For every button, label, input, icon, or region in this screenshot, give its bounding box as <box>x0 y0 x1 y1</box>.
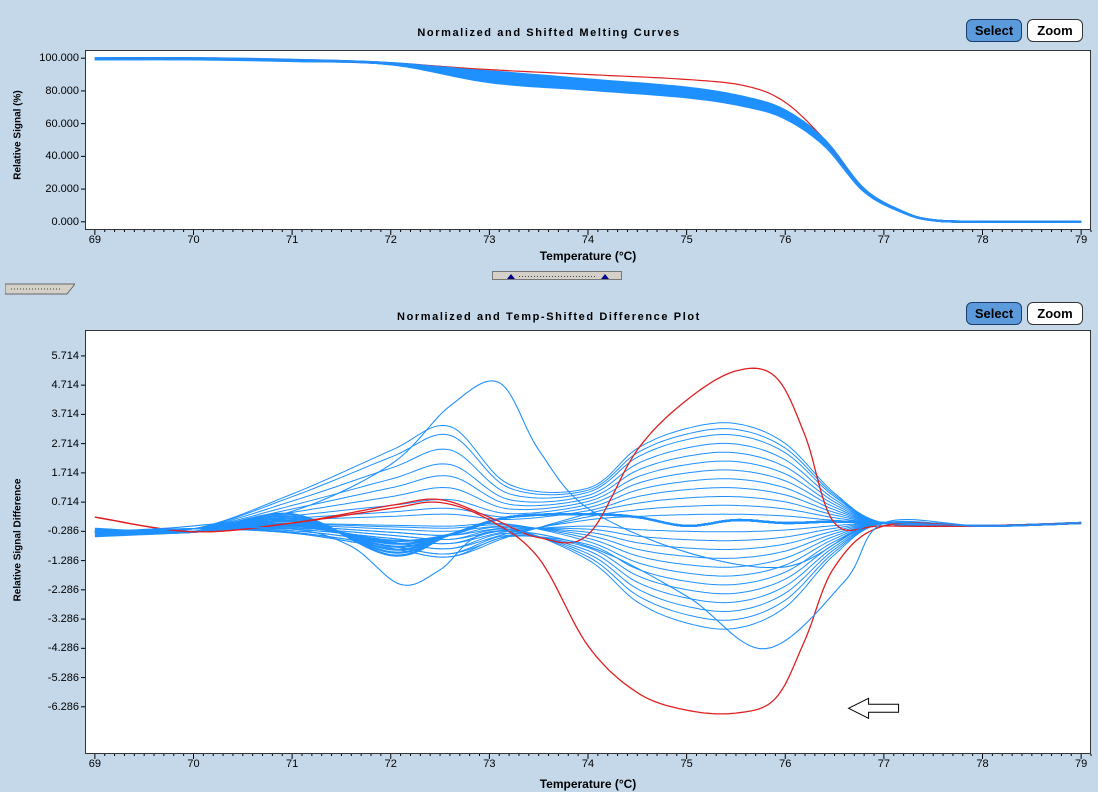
bottom-zoom-button[interactable]: Zoom <box>1027 302 1083 325</box>
y-tick-label: 0.000 <box>51 215 79 228</box>
x-tick-label: 79 <box>1075 758 1088 770</box>
y-tick-label: 0.714 <box>51 496 79 509</box>
y-tick-label: 60.000 <box>45 117 79 130</box>
x-tick-label: 77 <box>877 758 890 770</box>
top-chart-title: Normalized and Shifted Melting Curves <box>417 27 681 39</box>
x-tick-label: 78 <box>976 758 989 770</box>
difference-curve-line <box>94 520 1082 630</box>
x-tick-label: 69 <box>88 234 101 246</box>
y-tick-label: -3.286 <box>47 613 79 626</box>
panel-splitter-handle[interactable] <box>492 271 622 280</box>
x-tick-label: 73 <box>483 758 496 770</box>
difference-curve-line <box>94 434 1082 533</box>
bottom-chart-title: Normalized and Temp-Shifted Difference P… <box>397 311 701 323</box>
y-tick-label: -0.286 <box>47 525 79 538</box>
y-tick-label: 20.000 <box>45 183 79 196</box>
difference-curve-line <box>94 469 1082 533</box>
left-arrow-icon <box>847 697 900 720</box>
difference-curve-line <box>94 380 1082 569</box>
difference-curve-line <box>94 442 1082 533</box>
splitter-arrows-icon <box>507 274 609 279</box>
x-tick-label: 72 <box>384 758 397 770</box>
difference-curve-line <box>94 422 1082 533</box>
x-tick-label: 70 <box>187 234 200 246</box>
x-tick-label: 71 <box>285 234 299 246</box>
y-tick-label: -4.286 <box>47 642 79 655</box>
y-tick-label: 3.714 <box>51 408 79 421</box>
difference-curve-line <box>94 522 1082 577</box>
bottom-x-axis-label: Temperature (°C) <box>539 777 637 791</box>
y-tick-label: -2.286 <box>47 583 79 596</box>
x-tick-label: 72 <box>384 234 397 246</box>
y-tick-label: 2.714 <box>51 437 79 450</box>
x-tick-label: 70 <box>187 758 200 770</box>
difference-curve-line <box>94 521 1082 621</box>
y-tick-label: 100.000 <box>39 52 79 65</box>
top-x-axis-label: Temperature (°C) <box>539 249 637 263</box>
highlight-difference-curve-line <box>94 501 1082 715</box>
x-tick-label: 74 <box>581 758 595 770</box>
x-tick-label: 74 <box>581 234 595 246</box>
difference-curve-line <box>94 521 1082 595</box>
difference-curve-line <box>94 513 1082 550</box>
plot-series-group-1 <box>94 367 1082 715</box>
x-tick-label: 75 <box>680 758 693 770</box>
x-tick-label: 79 <box>1075 234 1088 246</box>
y-tick-label: 5.714 <box>51 349 79 362</box>
x-tick-label: 76 <box>779 234 792 246</box>
collapse-tab-icon[interactable] <box>5 283 75 295</box>
difference-curve-line <box>94 512 1082 557</box>
top-zoom-button[interactable]: Zoom <box>1027 19 1083 42</box>
x-tick-label: 77 <box>877 234 890 246</box>
difference-curve-line <box>94 460 1082 533</box>
melting-curve-line <box>94 57 1082 223</box>
melting-curve-line <box>94 57 1082 223</box>
y-tick-label: -5.286 <box>47 671 79 684</box>
x-tick-label: 69 <box>88 758 101 770</box>
y-tick-label: 4.714 <box>51 379 79 392</box>
top-select-button[interactable]: Select <box>966 19 1022 42</box>
difference-curve-line <box>94 451 1082 533</box>
y-tick-label: -6.286 <box>47 700 79 713</box>
bottom-select-button[interactable]: Select <box>966 302 1022 325</box>
x-tick-label: 78 <box>976 234 989 246</box>
plot-series-group-0 <box>94 56 1082 223</box>
highlight-difference-curve-line <box>94 367 1082 544</box>
x-tick-label: 75 <box>680 234 693 246</box>
x-tick-label: 76 <box>779 758 792 770</box>
difference-curve-line <box>94 478 1082 533</box>
bottom-plot-area[interactable] <box>85 330 1091 754</box>
difference-curve-line <box>94 518 1082 650</box>
y-tick-label: 1.714 <box>51 466 79 479</box>
x-tick-label: 71 <box>285 758 299 770</box>
y-tick-label: 80.000 <box>45 84 79 97</box>
y-tick-label: 40.000 <box>45 150 79 163</box>
y-tick-label: -1.286 <box>47 554 79 567</box>
difference-curve-line <box>94 521 1082 612</box>
x-tick-label: 73 <box>483 234 496 246</box>
